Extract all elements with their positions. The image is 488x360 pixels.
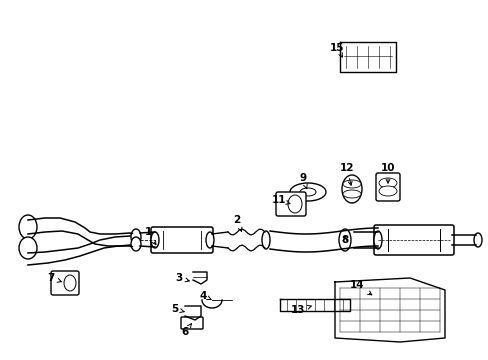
FancyBboxPatch shape: [373, 225, 453, 255]
Text: 9: 9: [299, 173, 306, 189]
FancyBboxPatch shape: [181, 317, 203, 329]
Ellipse shape: [287, 195, 302, 213]
FancyBboxPatch shape: [375, 173, 399, 201]
Ellipse shape: [338, 229, 350, 251]
Ellipse shape: [205, 232, 214, 248]
Ellipse shape: [19, 215, 37, 239]
Ellipse shape: [289, 183, 325, 201]
Text: 7: 7: [47, 273, 61, 283]
Text: 14: 14: [349, 280, 371, 295]
Ellipse shape: [19, 237, 37, 259]
Ellipse shape: [131, 229, 141, 245]
Text: 8: 8: [341, 235, 348, 245]
Ellipse shape: [299, 188, 315, 196]
Ellipse shape: [262, 231, 269, 249]
FancyBboxPatch shape: [151, 227, 213, 253]
Text: 4: 4: [200, 291, 211, 301]
Ellipse shape: [151, 232, 159, 248]
Text: 11: 11: [271, 195, 289, 205]
Text: 12: 12: [339, 163, 353, 185]
FancyBboxPatch shape: [275, 192, 305, 216]
Text: 10: 10: [380, 163, 394, 183]
Text: 2: 2: [233, 215, 242, 231]
Ellipse shape: [378, 178, 396, 188]
Ellipse shape: [131, 237, 141, 251]
Ellipse shape: [373, 231, 381, 249]
Ellipse shape: [378, 186, 396, 196]
Ellipse shape: [64, 275, 76, 291]
Text: 1: 1: [144, 227, 156, 245]
Ellipse shape: [342, 180, 360, 188]
Text: 3: 3: [175, 273, 189, 283]
Ellipse shape: [342, 190, 360, 198]
FancyBboxPatch shape: [51, 271, 79, 295]
Text: 15: 15: [329, 43, 344, 57]
Ellipse shape: [473, 233, 481, 247]
Ellipse shape: [341, 175, 361, 203]
Text: 13: 13: [290, 305, 311, 315]
Text: 5: 5: [171, 304, 183, 314]
Text: 6: 6: [181, 324, 191, 337]
